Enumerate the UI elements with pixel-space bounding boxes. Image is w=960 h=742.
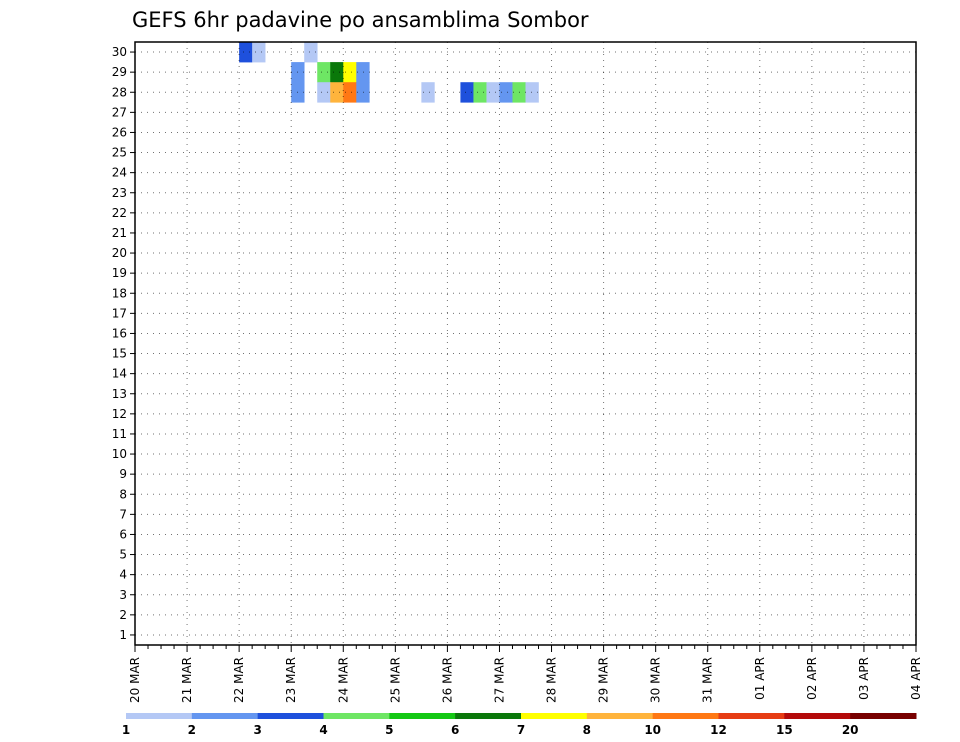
y-tick-label: 19 — [112, 266, 127, 280]
y-tick-label: 28 — [112, 85, 127, 99]
y-tick-label: 6 — [119, 527, 127, 541]
heatmap-cell — [239, 42, 253, 63]
y-tick-label: 1 — [119, 628, 127, 642]
colorbar-swatch — [257, 713, 324, 719]
colorbar-swatch — [521, 713, 588, 719]
x-tick-label: 04 APR — [909, 657, 923, 700]
y-tick-label: 14 — [112, 367, 127, 381]
x-tick-label: 25 MAR — [388, 657, 402, 703]
colorbar-swatch — [323, 713, 390, 719]
x-tick-label: 23 MAR — [284, 657, 298, 703]
x-tick-label: 22 MAR — [232, 657, 246, 703]
y-axis: 1234567891011121314151617181920212223242… — [112, 45, 135, 642]
colorbar-swatch — [652, 713, 719, 719]
y-tick-label: 25 — [112, 146, 127, 160]
x-tick-label: 03 APR — [857, 657, 871, 700]
colorbar-label: 7 — [517, 723, 525, 737]
y-tick-label: 29 — [112, 65, 127, 79]
y-tick-label: 16 — [112, 326, 127, 340]
x-tick-label: 01 APR — [753, 657, 767, 700]
colorbar-swatch — [455, 713, 522, 719]
heatmap-cell — [252, 42, 266, 63]
colorbar-swatch — [784, 713, 851, 719]
heatmap-cell — [356, 62, 370, 83]
x-tick-label: 20 MAR — [128, 657, 142, 703]
y-tick-label: 3 — [119, 588, 127, 602]
y-tick-label: 30 — [112, 45, 127, 59]
colorbar-label: 3 — [253, 723, 261, 737]
x-tick-label: 21 MAR — [180, 657, 194, 703]
y-tick-label: 11 — [112, 427, 127, 441]
colorbar-label: 6 — [451, 723, 459, 737]
x-tick-label: 02 APR — [805, 657, 819, 700]
heatmap-cell — [317, 82, 331, 103]
heatmap-cell — [473, 82, 487, 103]
colorbar-label: 2 — [188, 723, 196, 737]
heatmap-cell — [317, 62, 331, 83]
colorbar-label: 20 — [842, 723, 859, 737]
x-tick-label: 28 MAR — [545, 657, 559, 703]
x-tick-label: 29 MAR — [597, 657, 611, 703]
x-axis: 20 MAR 21 MAR 22 MAR 23 MAR 24 MAR 25 MAR 26 M… — [128, 645, 923, 703]
heatmap-cell — [499, 82, 513, 103]
colorbar-label: 4 — [319, 723, 327, 737]
colorbar-label: 5 — [385, 723, 393, 737]
y-tick-label: 20 — [112, 246, 127, 260]
y-tick-label: 23 — [112, 186, 127, 200]
y-tick-label: 27 — [112, 105, 127, 119]
y-tick-label: 7 — [119, 507, 127, 521]
y-tick-label: 24 — [112, 166, 127, 180]
colorbar-swatch — [850, 713, 917, 719]
heatmap-cell — [525, 82, 539, 103]
heatmap-cell — [421, 82, 435, 103]
colorbar-label: 12 — [710, 723, 727, 737]
heatmap-cell — [486, 82, 500, 103]
colorbar-swatch — [191, 713, 259, 719]
heatmap-cell — [460, 82, 474, 103]
colorbar-swatch — [586, 713, 654, 719]
y-tick-label: 5 — [119, 548, 127, 562]
y-tick-label: 15 — [112, 347, 127, 361]
colorbar-label: 10 — [644, 723, 661, 737]
y-tick-label: 17 — [112, 306, 127, 320]
colorbar: 1 2 3 4 5 6 7 8 10 12 15 20 — [122, 713, 917, 737]
colorbar-swatch — [718, 713, 785, 719]
y-tick-label: 22 — [112, 206, 127, 220]
heatmap-cells — [239, 42, 539, 103]
colorbar-label: 8 — [583, 723, 591, 737]
y-tick-label: 26 — [112, 125, 127, 139]
x-tick-label: 26 MAR — [440, 657, 454, 703]
heatmap-cell — [343, 62, 357, 83]
y-tick-label: 4 — [119, 568, 127, 582]
y-tick-label: 2 — [119, 608, 127, 622]
x-tick-label: 30 MAR — [649, 657, 663, 703]
y-tick-label: 12 — [112, 407, 127, 421]
heatmap-cell — [343, 82, 357, 103]
x-tick-label: 27 MAR — [492, 657, 506, 703]
y-tick-label: 9 — [119, 467, 127, 481]
colorbar-swatch — [389, 713, 456, 719]
grid-lines — [135, 42, 916, 645]
y-tick-label: 10 — [112, 447, 127, 461]
heatmap-cell — [330, 82, 344, 103]
heatmap-cell — [356, 82, 370, 103]
y-tick-label: 13 — [112, 387, 127, 401]
heatmap-cell — [330, 62, 344, 83]
chart-title: GEFS 6hr padavine po ansamblima Sombor — [132, 8, 589, 32]
y-tick-label: 8 — [119, 487, 127, 501]
x-tick-label: 24 MAR — [336, 657, 350, 703]
colorbar-swatch — [126, 713, 193, 719]
colorbar-label: 15 — [776, 723, 793, 737]
y-tick-label: 18 — [112, 286, 127, 300]
heatmap-cell — [304, 42, 318, 63]
y-tick-label: 21 — [112, 226, 127, 240]
x-tick-label: 31 MAR — [701, 657, 715, 703]
colorbar-label: 1 — [122, 723, 130, 737]
